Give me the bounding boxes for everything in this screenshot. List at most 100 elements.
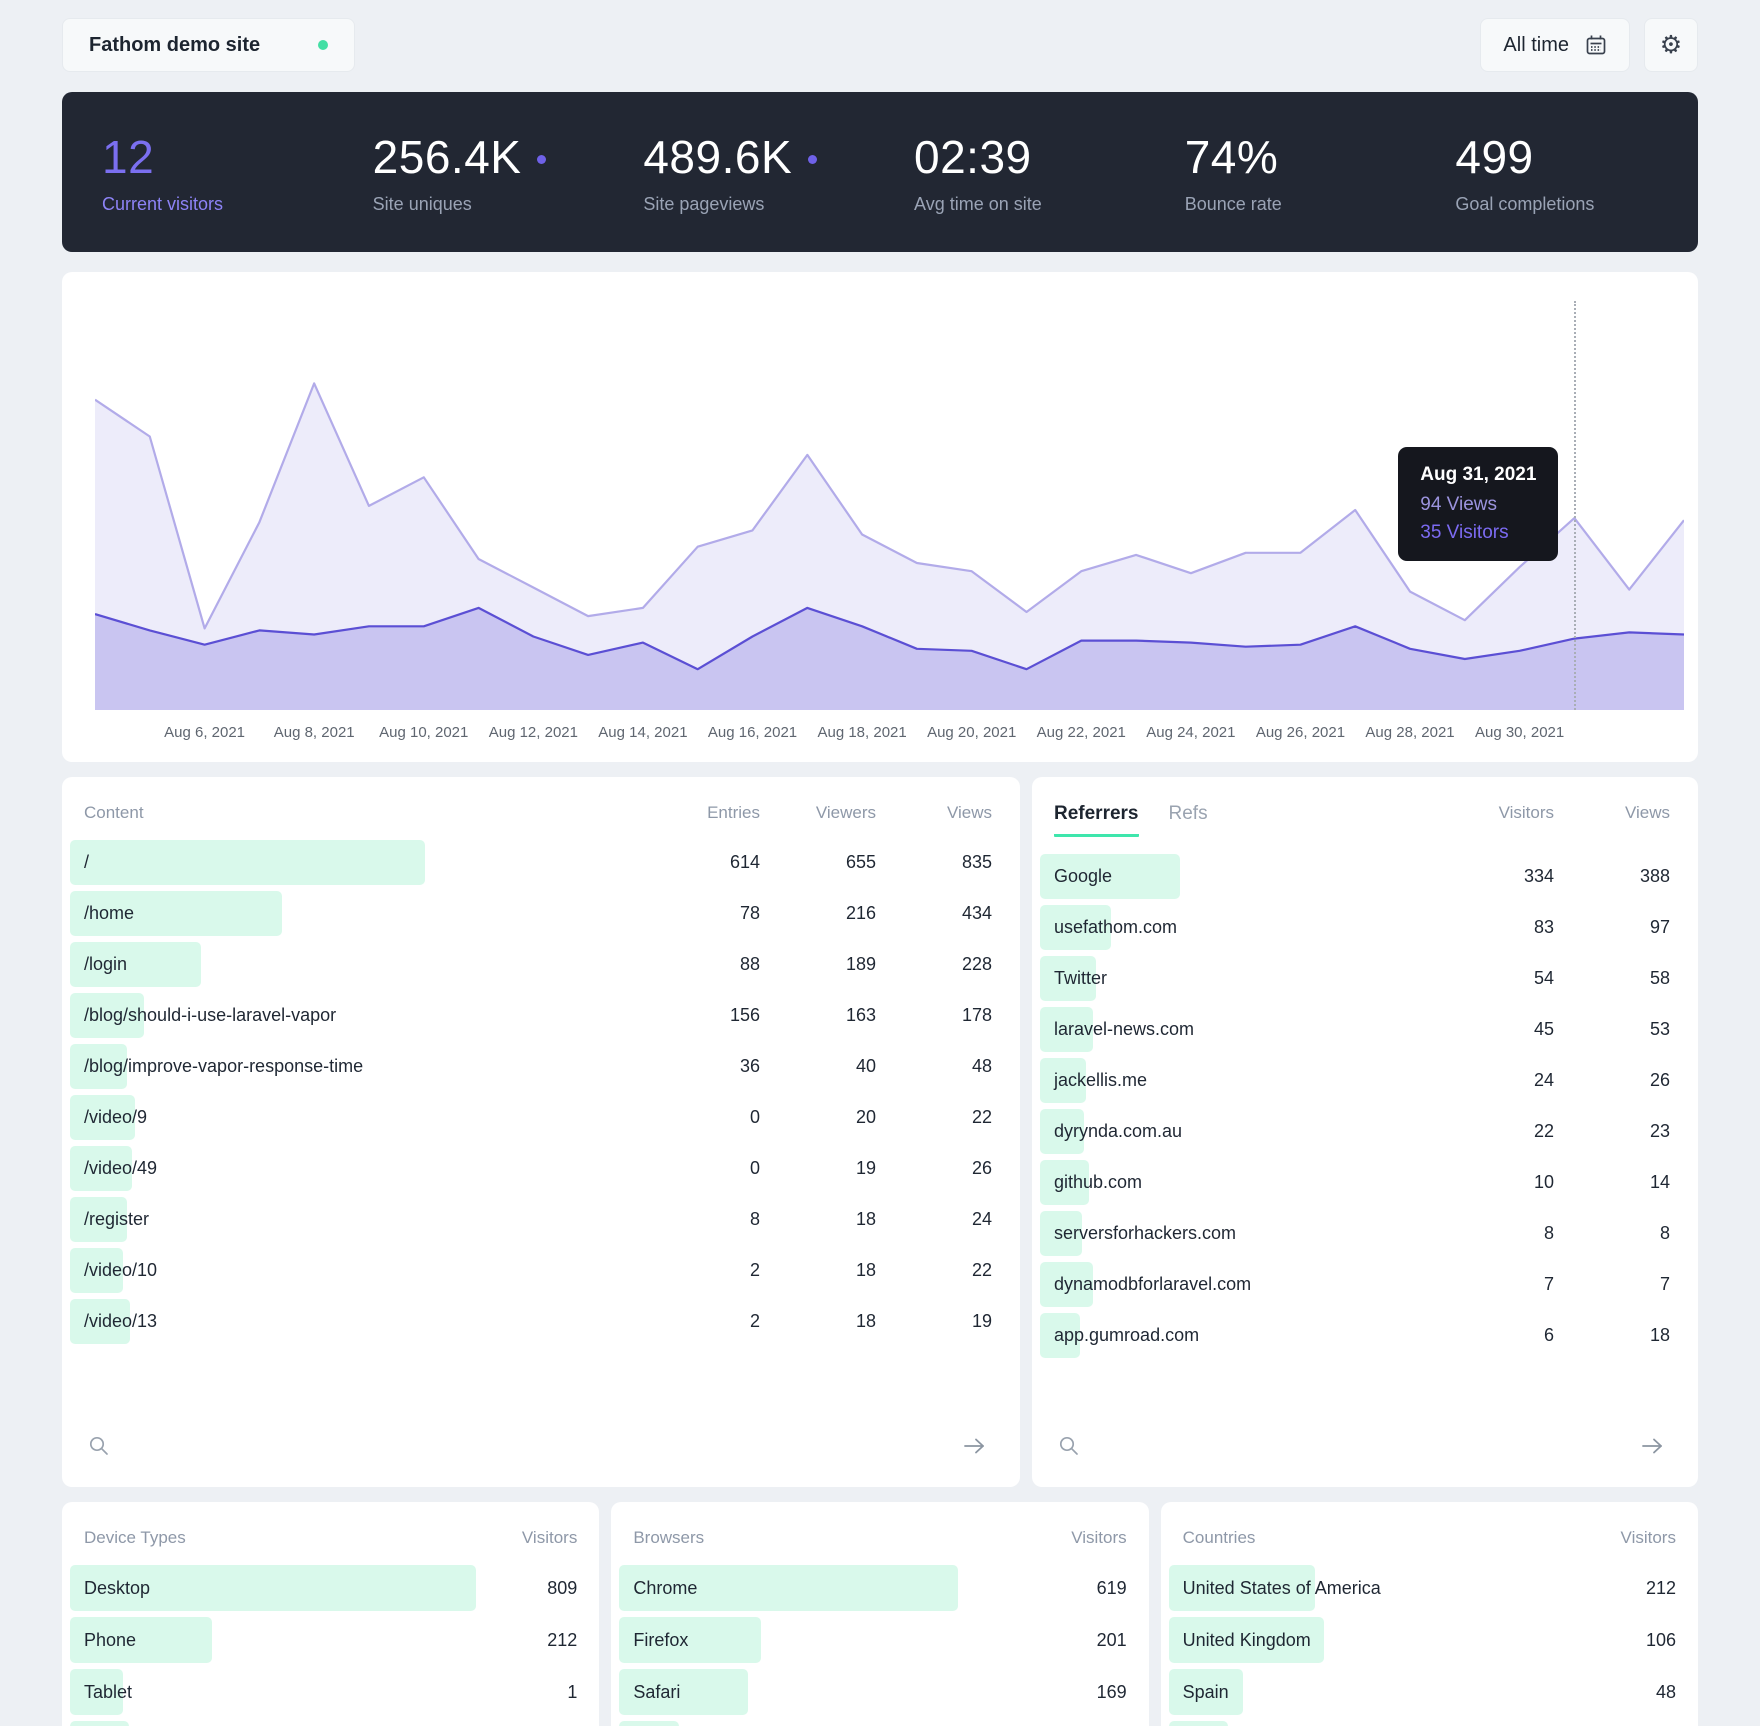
- table-row[interactable]: Tablet 1: [70, 1666, 578, 1718]
- table-row[interactable]: Phone 212: [70, 1614, 577, 1666]
- tooltip-date: Aug 31, 2021: [1420, 464, 1537, 485]
- x-axis-label: Aug 8, 2021: [273, 724, 355, 741]
- visitors-value: 169: [1096, 1681, 1127, 1702]
- search-icon[interactable]: [1058, 1435, 1080, 1457]
- views-value: 835: [961, 852, 992, 872]
- referrers-panel-footer: [1052, 1435, 1670, 1461]
- browsers-header: Browsers Visitors: [631, 1528, 1126, 1548]
- row-value-bar: [70, 1044, 128, 1089]
- referrer-name: usefathom.com: [1054, 917, 1178, 937]
- stat-label: Site uniques: [372, 193, 472, 214]
- column-header-entries: Entries: [707, 803, 760, 822]
- table-row[interactable]: [619, 1718, 1126, 1726]
- countries-title: Countries: [1182, 1528, 1256, 1547]
- chart-hover-line: [1574, 301, 1577, 710]
- tooltip-visitors: 35 Visitors: [1420, 522, 1509, 543]
- views-value: 24: [971, 1209, 992, 1229]
- table-row[interactable]: /video/49 0 19 26: [70, 1143, 992, 1194]
- table-row[interactable]: Chrome 619: [619, 1562, 1127, 1614]
- visitors-value: 1: [567, 1681, 578, 1702]
- tab-refs[interactable]: Refs: [1168, 803, 1208, 824]
- viewers-value: 216: [845, 903, 876, 923]
- column-header-visitors: Visitors: [1071, 1528, 1127, 1547]
- row-value-bar: [1040, 1160, 1089, 1205]
- row-value-bar: [1040, 905, 1112, 950]
- table-row[interactable]: /blog/should-i-use-laravel-vapor 156 163…: [70, 990, 992, 1041]
- stat-current-visitors: 12 Current visitors: [68, 130, 339, 215]
- table-row[interactable]: United Kingdom 106: [1168, 1614, 1676, 1666]
- row-value-bar: [1040, 1007, 1094, 1052]
- entries-value: 78: [739, 903, 760, 923]
- table-row[interactable]: /home 78 216 434: [70, 888, 992, 939]
- search-icon[interactable]: [88, 1435, 110, 1457]
- row-value-bar: [70, 993, 144, 1038]
- table-row[interactable]: /video/13 2 18 19: [70, 1296, 992, 1347]
- table-row[interactable]: jackellis.me 24 26: [1040, 1055, 1670, 1106]
- table-row[interactable]: serversforhackers.com 8 8: [1040, 1208, 1670, 1259]
- arrow-right-icon[interactable]: [962, 1437, 986, 1455]
- stat-value: 74%: [1184, 130, 1279, 183]
- stat-avg-time: 02:39 Avg time on site: [880, 130, 1151, 215]
- table-row[interactable]: Firefox 201: [619, 1614, 1127, 1666]
- table-row[interactable]: / 614 655 835: [70, 837, 992, 888]
- entries-value: 2: [749, 1260, 760, 1280]
- table-row[interactable]: dyrynda.com.au 22 23: [1040, 1106, 1670, 1157]
- page-path: /register: [84, 1209, 150, 1229]
- page-path: /video/10: [84, 1260, 158, 1280]
- views-value: 58: [1649, 968, 1670, 988]
- visitors-value: 22: [1533, 1121, 1554, 1141]
- table-row[interactable]: dynamodbforlaravel.com 7 7: [1040, 1259, 1670, 1310]
- arrow-right-icon[interactable]: [1640, 1437, 1664, 1455]
- calendar-icon: [1585, 34, 1607, 56]
- views-value: 7: [1659, 1274, 1670, 1294]
- table-row[interactable]: github.com 10 14: [1040, 1157, 1670, 1208]
- content-panel-footer: [82, 1435, 992, 1461]
- table-row[interactable]: Twitter 54 58: [1040, 953, 1670, 1004]
- table-row[interactable]: /register 8 18 24: [70, 1194, 992, 1245]
- table-row[interactable]: /video/9 0 20 22: [70, 1092, 992, 1143]
- visitors-value: 212: [1645, 1577, 1676, 1598]
- device-name: Desktop: [84, 1577, 151, 1598]
- referrer-name: laravel-news.com: [1054, 1019, 1195, 1039]
- x-axis-label: Aug 22, 2021: [1036, 724, 1126, 741]
- device-types-panel: Device Types Visitors Desktop 809 Phone …: [62, 1502, 600, 1726]
- visitors-value: 45: [1533, 1019, 1554, 1039]
- table-row[interactable]: Spain 48: [1168, 1666, 1676, 1718]
- row-value-bar: [1168, 1617, 1325, 1663]
- stat-value: 489.6K: [643, 130, 793, 183]
- table-row[interactable]: /login 88 189 228: [70, 939, 992, 990]
- table-row[interactable]: /video/10 2 18 22: [70, 1245, 992, 1296]
- table-row[interactable]: United States of America 212: [1168, 1562, 1676, 1614]
- referrer-name: dynamodbforlaravel.com: [1054, 1274, 1252, 1294]
- views-value: 388: [1639, 866, 1670, 886]
- table-row[interactable]: app.gumroad.com 6 18: [1040, 1310, 1670, 1361]
- visitors-value: 24: [1533, 1070, 1554, 1090]
- table-row[interactable]: usefathom.com 83 97: [1040, 902, 1670, 953]
- site-selector[interactable]: Fathom demo site: [62, 18, 356, 72]
- settings-button[interactable]: ⚙: [1644, 18, 1698, 72]
- traffic-chart-plot[interactable]: Aug 31, 2021 94 Views 35 Visitors: [95, 301, 1684, 710]
- x-axis-label: Aug 24, 2021: [1146, 724, 1236, 741]
- browser-name: Chrome: [633, 1577, 698, 1598]
- table-row[interactable]: [1168, 1718, 1676, 1726]
- table-row[interactable]: Google 334 388: [1040, 851, 1670, 902]
- visitors-value: 334: [1523, 866, 1554, 886]
- row-value-bar: [1040, 956, 1096, 1001]
- date-range-button[interactable]: All time: [1480, 18, 1630, 72]
- visitors-value: 48: [1655, 1681, 1676, 1702]
- tab-referrers[interactable]: Referrers: [1054, 803, 1139, 837]
- stat-label: Goal completions: [1455, 193, 1595, 214]
- viewers-value: 40: [855, 1056, 876, 1076]
- table-row[interactable]: Safari 169: [619, 1666, 1127, 1718]
- x-axis-label: Aug 18, 2021: [817, 724, 907, 741]
- referrer-name: Google: [1054, 866, 1113, 886]
- x-axis-label: Aug 30, 2021: [1474, 724, 1565, 741]
- views-value: 19: [971, 1311, 992, 1331]
- x-axis-label: Aug 28, 2021: [1365, 724, 1455, 741]
- table-row[interactable]: /blog/improve-vapor-response-time 36 40 …: [70, 1041, 992, 1092]
- table-row[interactable]: laravel-news.com 45 53: [1040, 1004, 1670, 1055]
- table-row[interactable]: [70, 1718, 577, 1726]
- row-value-bar: [619, 1617, 761, 1663]
- table-row[interactable]: Desktop 809: [70, 1562, 577, 1614]
- views-value: 26: [971, 1158, 992, 1178]
